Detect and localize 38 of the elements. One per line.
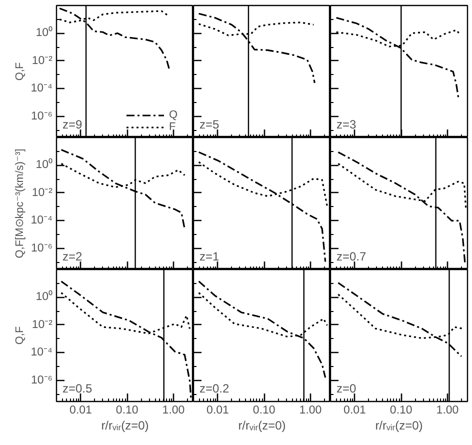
legend-label: F <box>169 121 177 133</box>
annotation: z=9 <box>62 118 83 132</box>
x-tick-label: 0.10 <box>116 404 138 416</box>
y-axis-title: Q,F[M⊙kpc⁻³(km/s)⁻³] <box>14 148 26 258</box>
x-axis-title: r/rᵥᵢᵣ(z=0) <box>375 418 423 432</box>
annotation: z=3 <box>336 118 357 132</box>
y-tick-label: 10⁰ <box>36 158 53 172</box>
annotation: z=1 <box>200 250 220 264</box>
y-tick-label: 10⁻⁴ <box>30 214 53 227</box>
y-tick-label: 10⁻⁶ <box>30 242 53 254</box>
annotation: z=2 <box>62 250 83 264</box>
legend-label: Q <box>169 109 179 121</box>
annotation: z=0.5 <box>62 382 93 396</box>
annotation: z=0.7 <box>336 250 367 264</box>
y-tick-label: 10⁻² <box>32 186 53 199</box>
y-tick-label: 10⁻⁴ <box>30 346 53 359</box>
annotation: z=5 <box>200 118 220 132</box>
x-axis-title: r/rᵥᵢᵣ(z=0) <box>238 418 286 432</box>
x-tick-label: 1.00 <box>436 404 459 416</box>
y-tick-label: 10⁻⁶ <box>30 110 53 122</box>
y-axis-title: Q,F <box>14 62 26 81</box>
y-axis-title: Q,F <box>14 326 26 345</box>
y-tick-label: 10⁰ <box>36 290 53 304</box>
x-tick-label: 1.00 <box>299 404 322 416</box>
x-axis-title: r/rᵥᵢᵣ(z=0) <box>101 418 149 432</box>
y-tick-label: 10⁻⁶ <box>30 374 53 386</box>
y-tick-label: 10⁻² <box>32 54 53 67</box>
y-tick-label: 10⁰ <box>36 26 53 40</box>
x-tick-label: 0.10 <box>252 404 276 416</box>
annotation: z=0.2 <box>200 382 230 396</box>
y-tick-label: 10⁻⁴ <box>30 82 53 95</box>
x-tick-label: 1.00 <box>162 404 185 416</box>
x-tick-label: 0.01 <box>206 404 229 416</box>
x-tick-label: 0.10 <box>390 404 412 416</box>
annotation: z=0 <box>336 382 357 396</box>
x-tick-label: 0.01 <box>344 404 366 416</box>
y-tick-label: 10⁻² <box>32 318 53 331</box>
x-tick-label: 0.01 <box>70 404 92 416</box>
